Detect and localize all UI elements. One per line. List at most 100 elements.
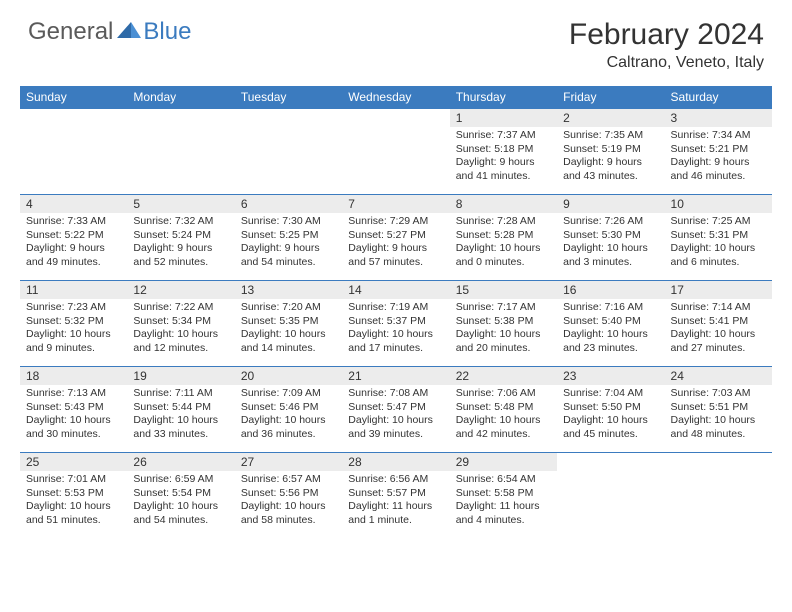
sunrise-line: Sunrise: 7:26 AM xyxy=(563,215,658,229)
calendar-day-cell: 27Sunrise: 6:57 AMSunset: 5:56 PMDayligh… xyxy=(235,453,342,539)
daylight-line: Daylight: 10 hours and 54 minutes. xyxy=(133,500,228,527)
daylight-line: Daylight: 9 hours and 49 minutes. xyxy=(26,242,121,269)
daylight-line: Daylight: 10 hours and 48 minutes. xyxy=(671,414,766,441)
sunset-line: Sunset: 5:37 PM xyxy=(348,315,443,329)
sunrise-line: Sunrise: 7:03 AM xyxy=(671,387,766,401)
sunset-line: Sunset: 5:40 PM xyxy=(563,315,658,329)
date-number: 22 xyxy=(450,367,557,385)
calendar-day-cell: 5Sunrise: 7:32 AMSunset: 5:24 PMDaylight… xyxy=(127,195,234,281)
daylight-line: Daylight: 10 hours and 6 minutes. xyxy=(671,242,766,269)
sunrise-line: Sunrise: 7:30 AM xyxy=(241,215,336,229)
sunset-line: Sunset: 5:51 PM xyxy=(671,401,766,415)
sunset-line: Sunset: 5:41 PM xyxy=(671,315,766,329)
calendar-day-cell: 25Sunrise: 7:01 AMSunset: 5:53 PMDayligh… xyxy=(20,453,127,539)
sunset-line: Sunset: 5:54 PM xyxy=(133,487,228,501)
day-details: Sunrise: 6:57 AMSunset: 5:56 PMDaylight:… xyxy=(235,471,342,532)
sunset-line: Sunset: 5:50 PM xyxy=(563,401,658,415)
date-number: 14 xyxy=(342,281,449,299)
daylight-line: Daylight: 10 hours and 30 minutes. xyxy=(26,414,121,441)
day-header: Saturday xyxy=(665,86,772,109)
calendar-empty-cell xyxy=(342,109,449,195)
day-header: Sunday xyxy=(20,86,127,109)
date-number: 9 xyxy=(557,195,664,213)
date-number: 29 xyxy=(450,453,557,471)
sunrise-line: Sunrise: 7:06 AM xyxy=(456,387,551,401)
day-details: Sunrise: 7:01 AMSunset: 5:53 PMDaylight:… xyxy=(20,471,127,532)
sunset-line: Sunset: 5:53 PM xyxy=(26,487,121,501)
day-details: Sunrise: 7:09 AMSunset: 5:46 PMDaylight:… xyxy=(235,385,342,446)
daylight-line: Daylight: 10 hours and 27 minutes. xyxy=(671,328,766,355)
sunset-line: Sunset: 5:24 PM xyxy=(133,229,228,243)
calendar-empty-cell xyxy=(665,453,772,539)
calendar-day-cell: 14Sunrise: 7:19 AMSunset: 5:37 PMDayligh… xyxy=(342,281,449,367)
date-number: 28 xyxy=(342,453,449,471)
day-details: Sunrise: 7:06 AMSunset: 5:48 PMDaylight:… xyxy=(450,385,557,446)
sunrise-line: Sunrise: 7:25 AM xyxy=(671,215,766,229)
calendar-day-cell: 23Sunrise: 7:04 AMSunset: 5:50 PMDayligh… xyxy=(557,367,664,453)
day-details: Sunrise: 7:16 AMSunset: 5:40 PMDaylight:… xyxy=(557,299,664,360)
daylight-line: Daylight: 10 hours and 3 minutes. xyxy=(563,242,658,269)
date-number: 11 xyxy=(20,281,127,299)
date-number: 6 xyxy=(235,195,342,213)
sunset-line: Sunset: 5:21 PM xyxy=(671,143,766,157)
calendar-day-cell: 22Sunrise: 7:06 AMSunset: 5:48 PMDayligh… xyxy=(450,367,557,453)
sunrise-line: Sunrise: 7:11 AM xyxy=(133,387,228,401)
sunrise-line: Sunrise: 7:14 AM xyxy=(671,301,766,315)
sunrise-line: Sunrise: 7:35 AM xyxy=(563,129,658,143)
sunset-line: Sunset: 5:30 PM xyxy=(563,229,658,243)
sunrise-line: Sunrise: 7:37 AM xyxy=(456,129,551,143)
date-number: 13 xyxy=(235,281,342,299)
day-details: Sunrise: 7:20 AMSunset: 5:35 PMDaylight:… xyxy=(235,299,342,360)
sunset-line: Sunset: 5:47 PM xyxy=(348,401,443,415)
calendar-day-cell: 17Sunrise: 7:14 AMSunset: 5:41 PMDayligh… xyxy=(665,281,772,367)
sunrise-line: Sunrise: 7:29 AM xyxy=(348,215,443,229)
day-header: Tuesday xyxy=(235,86,342,109)
daylight-line: Daylight: 10 hours and 58 minutes. xyxy=(241,500,336,527)
location-text: Caltrano, Veneto, Italy xyxy=(569,54,764,72)
day-details: Sunrise: 7:17 AMSunset: 5:38 PMDaylight:… xyxy=(450,299,557,360)
day-details: Sunrise: 7:35 AMSunset: 5:19 PMDaylight:… xyxy=(557,127,664,188)
sunset-line: Sunset: 5:19 PM xyxy=(563,143,658,157)
date-number: 12 xyxy=(127,281,234,299)
date-number: 21 xyxy=(342,367,449,385)
sunset-line: Sunset: 5:44 PM xyxy=(133,401,228,415)
calendar-day-cell: 18Sunrise: 7:13 AMSunset: 5:43 PMDayligh… xyxy=(20,367,127,453)
date-number: 18 xyxy=(20,367,127,385)
date-number: 25 xyxy=(20,453,127,471)
sunset-line: Sunset: 5:32 PM xyxy=(26,315,121,329)
daylight-line: Daylight: 11 hours and 4 minutes. xyxy=(456,500,551,527)
day-details: Sunrise: 7:26 AMSunset: 5:30 PMDaylight:… xyxy=(557,213,664,274)
sunrise-line: Sunrise: 7:04 AM xyxy=(563,387,658,401)
day-details: Sunrise: 6:54 AMSunset: 5:58 PMDaylight:… xyxy=(450,471,557,532)
calendar-empty-cell xyxy=(235,109,342,195)
day-details: Sunrise: 7:14 AMSunset: 5:41 PMDaylight:… xyxy=(665,299,772,360)
date-number: 8 xyxy=(450,195,557,213)
calendar-day-cell: 29Sunrise: 6:54 AMSunset: 5:58 PMDayligh… xyxy=(450,453,557,539)
daylight-line: Daylight: 10 hours and 9 minutes. xyxy=(26,328,121,355)
daylight-line: Daylight: 10 hours and 51 minutes. xyxy=(26,500,121,527)
sunset-line: Sunset: 5:38 PM xyxy=(456,315,551,329)
calendar-day-cell: 19Sunrise: 7:11 AMSunset: 5:44 PMDayligh… xyxy=(127,367,234,453)
calendar-week-row: 11Sunrise: 7:23 AMSunset: 5:32 PMDayligh… xyxy=(20,281,772,367)
date-number: 7 xyxy=(342,195,449,213)
sunset-line: Sunset: 5:58 PM xyxy=(456,487,551,501)
daylight-line: Daylight: 9 hours and 43 minutes. xyxy=(563,156,658,183)
sunrise-line: Sunrise: 6:54 AM xyxy=(456,473,551,487)
daylight-line: Daylight: 10 hours and 12 minutes. xyxy=(133,328,228,355)
brand-triangle-icon xyxy=(117,22,141,42)
calendar-day-cell: 4Sunrise: 7:33 AMSunset: 5:22 PMDaylight… xyxy=(20,195,127,281)
brand-part2: Blue xyxy=(143,18,191,46)
sunrise-line: Sunrise: 7:01 AM xyxy=(26,473,121,487)
date-number: 19 xyxy=(127,367,234,385)
day-details: Sunrise: 6:56 AMSunset: 5:57 PMDaylight:… xyxy=(342,471,449,532)
calendar-week-row: 25Sunrise: 7:01 AMSunset: 5:53 PMDayligh… xyxy=(20,453,772,539)
calendar-day-cell: 10Sunrise: 7:25 AMSunset: 5:31 PMDayligh… xyxy=(665,195,772,281)
calendar-table: Sunday Monday Tuesday Wednesday Thursday… xyxy=(20,86,772,539)
calendar-day-cell: 7Sunrise: 7:29 AMSunset: 5:27 PMDaylight… xyxy=(342,195,449,281)
header: General Blue February 2024 Caltrano, Ven… xyxy=(0,0,792,80)
date-number: 2 xyxy=(557,109,664,127)
sunrise-line: Sunrise: 7:13 AM xyxy=(26,387,121,401)
date-number: 10 xyxy=(665,195,772,213)
sunrise-line: Sunrise: 7:34 AM xyxy=(671,129,766,143)
sunrise-line: Sunrise: 7:16 AM xyxy=(563,301,658,315)
